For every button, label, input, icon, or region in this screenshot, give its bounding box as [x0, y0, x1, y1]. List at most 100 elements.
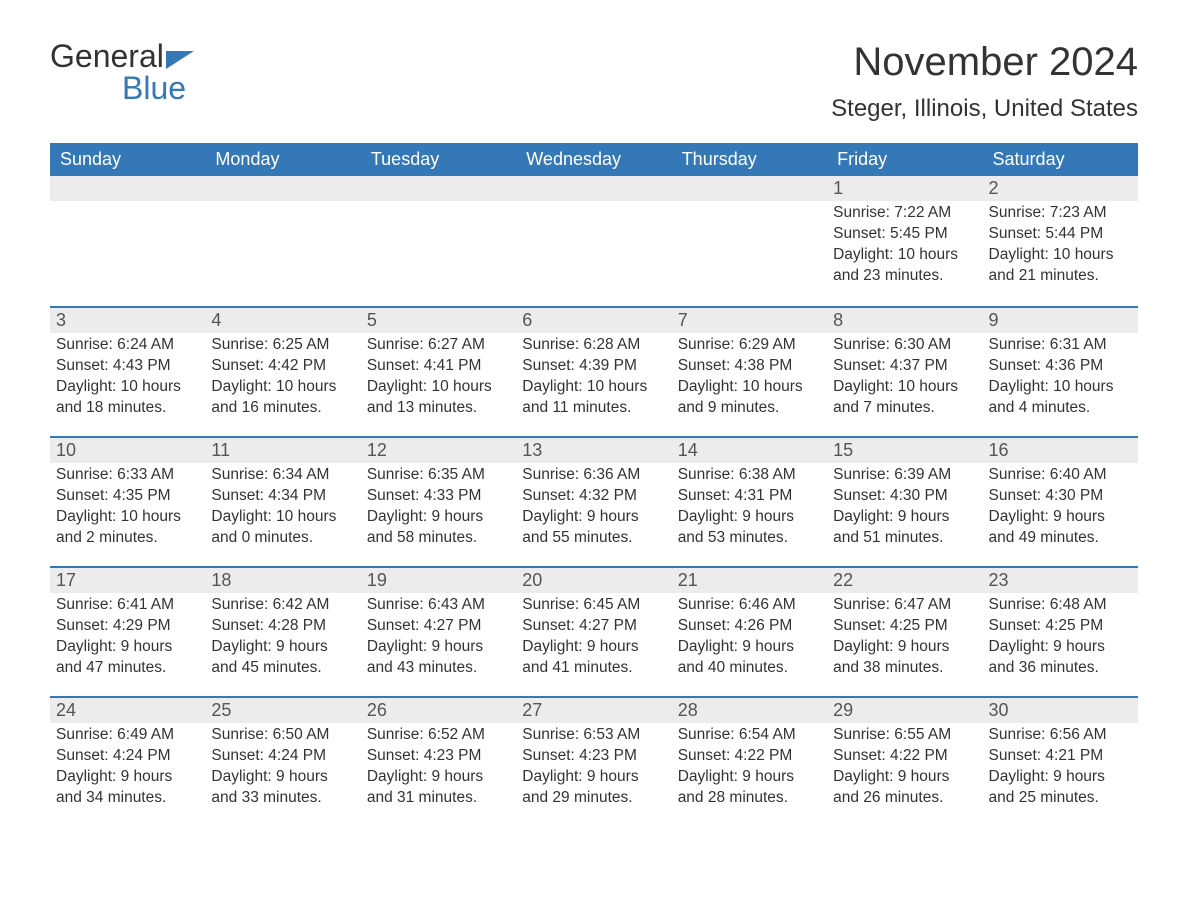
page-title: November 2024 [831, 40, 1138, 85]
day-daylight1: Daylight: 9 hours [833, 507, 976, 528]
day-number: 23 [983, 566, 1138, 593]
day-sunset: Sunset: 4:27 PM [522, 616, 665, 637]
day-sunrise: Sunrise: 6:40 AM [989, 465, 1132, 486]
day-number: 29 [827, 696, 982, 723]
day-daylight2: and 34 minutes. [56, 788, 199, 809]
day-number: 3 [50, 306, 205, 333]
calendar-cell: 22Sunrise: 6:47 AMSunset: 4:25 PMDayligh… [827, 566, 982, 696]
col-saturday: Saturday [983, 143, 1138, 176]
day-daylight1: Daylight: 10 hours [833, 377, 976, 398]
day-daylight2: and 16 minutes. [211, 398, 354, 419]
day-sunset: Sunset: 4:39 PM [522, 356, 665, 377]
day-sunrise: Sunrise: 6:34 AM [211, 465, 354, 486]
day-body: Sunrise: 6:56 AMSunset: 4:21 PMDaylight:… [983, 723, 1138, 811]
day-daylight2: and 49 minutes. [989, 528, 1132, 549]
day-sunset: Sunset: 5:44 PM [989, 224, 1132, 245]
calendar-cell [672, 176, 827, 306]
day-body: Sunrise: 7:23 AMSunset: 5:44 PMDaylight:… [983, 201, 1138, 289]
col-tuesday: Tuesday [361, 143, 516, 176]
day-number: 12 [361, 436, 516, 463]
day-number: 24 [50, 696, 205, 723]
day-sunset: Sunset: 4:30 PM [833, 486, 976, 507]
calendar-cell: 15Sunrise: 6:39 AMSunset: 4:30 PMDayligh… [827, 436, 982, 566]
day-daylight1: Daylight: 9 hours [989, 637, 1132, 658]
calendar-cell: 24Sunrise: 6:49 AMSunset: 4:24 PMDayligh… [50, 696, 205, 826]
day-daylight1: Daylight: 9 hours [211, 637, 354, 658]
day-sunrise: Sunrise: 6:53 AM [522, 725, 665, 746]
day-sunrise: Sunrise: 6:46 AM [678, 595, 821, 616]
day-daylight1: Daylight: 10 hours [989, 377, 1132, 398]
day-sunset: Sunset: 4:25 PM [989, 616, 1132, 637]
day-number: 9 [983, 306, 1138, 333]
calendar-cell: 28Sunrise: 6:54 AMSunset: 4:22 PMDayligh… [672, 696, 827, 826]
day-body: Sunrise: 6:46 AMSunset: 4:26 PMDaylight:… [672, 593, 827, 681]
day-daylight2: and 33 minutes. [211, 788, 354, 809]
day-sunset: Sunset: 4:22 PM [678, 746, 821, 767]
day-daylight1: Daylight: 9 hours [678, 507, 821, 528]
day-sunset: Sunset: 4:32 PM [522, 486, 665, 507]
calendar-cell: 20Sunrise: 6:45 AMSunset: 4:27 PMDayligh… [516, 566, 671, 696]
day-sunrise: Sunrise: 6:52 AM [367, 725, 510, 746]
logo-shape-icon [166, 51, 194, 69]
day-body: Sunrise: 6:43 AMSunset: 4:27 PMDaylight:… [361, 593, 516, 681]
day-sunrise: Sunrise: 6:49 AM [56, 725, 199, 746]
day-body: Sunrise: 6:27 AMSunset: 4:41 PMDaylight:… [361, 333, 516, 421]
day-daylight1: Daylight: 9 hours [522, 637, 665, 658]
day-sunset: Sunset: 4:34 PM [211, 486, 354, 507]
day-daylight2: and 38 minutes. [833, 658, 976, 679]
day-number: 5 [361, 306, 516, 333]
col-thursday: Thursday [672, 143, 827, 176]
day-daylight1: Daylight: 9 hours [56, 767, 199, 788]
day-daylight1: Daylight: 9 hours [522, 507, 665, 528]
day-sunset: Sunset: 4:24 PM [211, 746, 354, 767]
day-sunset: Sunset: 4:22 PM [833, 746, 976, 767]
calendar-cell: 2Sunrise: 7:23 AMSunset: 5:44 PMDaylight… [983, 176, 1138, 306]
day-number: 26 [361, 696, 516, 723]
day-daylight2: and 2 minutes. [56, 528, 199, 549]
day-number: 17 [50, 566, 205, 593]
day-daylight2: and 11 minutes. [522, 398, 665, 419]
calendar-cell: 23Sunrise: 6:48 AMSunset: 4:25 PMDayligh… [983, 566, 1138, 696]
calendar-cell: 1Sunrise: 7:22 AMSunset: 5:45 PMDaylight… [827, 176, 982, 306]
day-daylight2: and 7 minutes. [833, 398, 976, 419]
logo-text-general: General [50, 40, 164, 72]
day-number: 19 [361, 566, 516, 593]
day-number: 21 [672, 566, 827, 593]
day-body: Sunrise: 6:34 AMSunset: 4:34 PMDaylight:… [205, 463, 360, 551]
calendar-week: 24Sunrise: 6:49 AMSunset: 4:24 PMDayligh… [50, 696, 1138, 826]
day-body: Sunrise: 6:31 AMSunset: 4:36 PMDaylight:… [983, 333, 1138, 421]
day-body: Sunrise: 6:55 AMSunset: 4:22 PMDaylight:… [827, 723, 982, 811]
day-sunset: Sunset: 4:29 PM [56, 616, 199, 637]
calendar-cell: 4Sunrise: 6:25 AMSunset: 4:42 PMDaylight… [205, 306, 360, 436]
day-number: 8 [827, 306, 982, 333]
day-sunrise: Sunrise: 6:48 AM [989, 595, 1132, 616]
day-daylight1: Daylight: 9 hours [211, 767, 354, 788]
day-daylight2: and 23 minutes. [833, 266, 976, 287]
day-body: Sunrise: 6:36 AMSunset: 4:32 PMDaylight:… [516, 463, 671, 551]
day-daylight2: and 47 minutes. [56, 658, 199, 679]
day-daylight2: and 13 minutes. [367, 398, 510, 419]
calendar-cell: 8Sunrise: 6:30 AMSunset: 4:37 PMDaylight… [827, 306, 982, 436]
empty-day-bar [50, 176, 205, 201]
day-sunrise: Sunrise: 6:30 AM [833, 335, 976, 356]
day-sunrise: Sunrise: 6:56 AM [989, 725, 1132, 746]
day-daylight2: and 53 minutes. [678, 528, 821, 549]
calendar-cell: 14Sunrise: 6:38 AMSunset: 4:31 PMDayligh… [672, 436, 827, 566]
day-daylight1: Daylight: 10 hours [367, 377, 510, 398]
day-number: 30 [983, 696, 1138, 723]
day-sunrise: Sunrise: 7:23 AM [989, 203, 1132, 224]
day-body: Sunrise: 6:25 AMSunset: 4:42 PMDaylight:… [205, 333, 360, 421]
day-number: 6 [516, 306, 671, 333]
day-daylight2: and 9 minutes. [678, 398, 821, 419]
day-daylight2: and 4 minutes. [989, 398, 1132, 419]
day-daylight2: and 55 minutes. [522, 528, 665, 549]
day-daylight2: and 25 minutes. [989, 788, 1132, 809]
calendar-cell: 26Sunrise: 6:52 AMSunset: 4:23 PMDayligh… [361, 696, 516, 826]
calendar-cell: 19Sunrise: 6:43 AMSunset: 4:27 PMDayligh… [361, 566, 516, 696]
day-daylight1: Daylight: 9 hours [833, 637, 976, 658]
calendar-week: 10Sunrise: 6:33 AMSunset: 4:35 PMDayligh… [50, 436, 1138, 566]
day-body: Sunrise: 6:33 AMSunset: 4:35 PMDaylight:… [50, 463, 205, 551]
day-sunset: Sunset: 4:30 PM [989, 486, 1132, 507]
day-body: Sunrise: 6:54 AMSunset: 4:22 PMDaylight:… [672, 723, 827, 811]
day-body: Sunrise: 7:22 AMSunset: 5:45 PMDaylight:… [827, 201, 982, 289]
